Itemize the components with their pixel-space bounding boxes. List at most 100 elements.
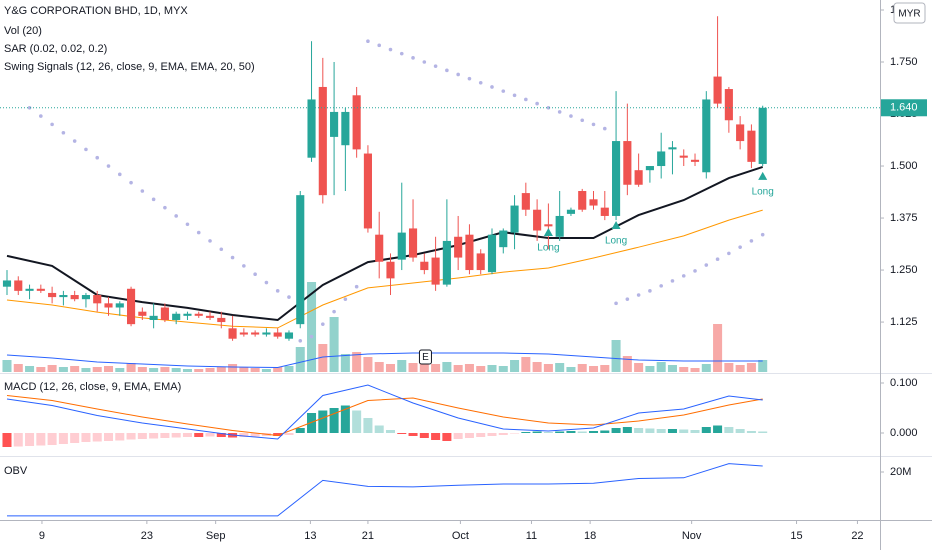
sar-dot (287, 295, 291, 299)
macd-histogram-bar (476, 433, 486, 437)
volume-bar (667, 365, 677, 372)
volume-bar (25, 366, 35, 372)
signal-triangle (758, 171, 768, 180)
plot: Long Long Long (0, 16, 880, 517)
macd-histogram-bar (690, 430, 700, 433)
volume-bar (340, 354, 350, 372)
candle-body (127, 288, 136, 325)
candle-body (555, 215, 564, 237)
macd-histogram-bar (70, 433, 80, 443)
volume-bar (431, 364, 441, 372)
volume-bar (307, 282, 317, 372)
sar-dot (117, 172, 122, 177)
sar-dot (648, 289, 652, 293)
y-tick-label: 1.750 (890, 56, 918, 68)
macd-histogram-bar (36, 433, 46, 446)
sar-dot (50, 122, 54, 127)
macd-histogram-bar (126, 433, 136, 440)
currency-box[interactable] (893, 2, 926, 24)
candle-body (330, 111, 339, 137)
candle-body (138, 311, 147, 316)
x-tick-label: 18 (584, 530, 596, 542)
macd-histogram-bar (329, 408, 339, 433)
candle-body (205, 315, 215, 318)
candle-body (645, 166, 654, 171)
macd-histogram-bar (758, 431, 768, 433)
macd-histogram-bar (318, 410, 328, 433)
macd-histogram-bar (171, 433, 181, 438)
candle-body (668, 147, 677, 150)
sar-dot (332, 309, 336, 314)
sar-dot (106, 164, 111, 168)
macd-histogram-bar (431, 433, 441, 440)
macd-histogram-bar (566, 431, 576, 433)
sar-dot (591, 122, 596, 127)
candle-body (454, 236, 463, 258)
sar-dot (275, 289, 280, 293)
candle-body (544, 224, 553, 227)
volume-bar (273, 367, 283, 372)
sar-dot (309, 334, 314, 339)
candle-body (14, 280, 23, 291)
macd-histogram-bar (588, 431, 599, 433)
macd-histogram-bar (182, 433, 192, 437)
sar-dot (704, 263, 709, 267)
y-tick-label: 0.100 (890, 377, 918, 389)
candle-body (600, 207, 609, 216)
candle-body (736, 124, 745, 142)
volume-bar (566, 367, 576, 372)
volume-ma-line (6, 352, 763, 369)
macd-histogram-bar (622, 427, 632, 433)
candle-body (578, 190, 587, 210)
sar-dot (242, 264, 246, 268)
sar-dot (738, 245, 742, 249)
macd-histogram-bar (408, 433, 418, 436)
sar-dot (163, 205, 167, 210)
candle-body (589, 199, 598, 206)
macd-histogram-bar (679, 429, 689, 433)
macd-histogram-bar (510, 433, 520, 434)
volume-bar (250, 368, 260, 372)
sar-dot (445, 68, 449, 73)
macd-histogram-bar (340, 405, 350, 433)
sar-dot (377, 43, 382, 48)
macd-histogram-bar (374, 425, 384, 433)
candle-body (375, 234, 384, 262)
macd-histogram-bar (352, 410, 362, 433)
macd-histogram-bar (543, 432, 553, 433)
chart-title: Y&G CORPORATION BHD, 1D, MYX (4, 5, 188, 17)
currency[interactable]: MYR (898, 9, 920, 20)
volume-bar (543, 364, 553, 372)
volume-bar (656, 362, 666, 372)
candle-body (510, 205, 519, 233)
volume-bar (588, 366, 599, 372)
candle-body (747, 130, 756, 162)
volume-bar (510, 360, 520, 372)
candle-body (521, 193, 530, 210)
macd-histogram-bar (645, 428, 655, 433)
sar-dot (535, 101, 539, 106)
sar-dot (354, 284, 359, 289)
sar-dot (388, 47, 393, 52)
macd-histogram-bar (724, 427, 734, 433)
sar-dot (602, 126, 607, 131)
macd-histogram-bar (81, 433, 91, 442)
candle-body (476, 253, 485, 271)
candle-body (758, 107, 767, 164)
sar-dot (129, 180, 133, 185)
volume-bar (408, 363, 418, 372)
sar-dot (174, 214, 178, 218)
sar-dot (524, 97, 528, 102)
volume-bar (758, 360, 768, 372)
sar-dot (230, 255, 235, 260)
macd-histogram-bar (453, 433, 463, 439)
macd-histogram-bar (442, 433, 452, 441)
candle-body (363, 153, 372, 229)
sar-dot (456, 72, 460, 77)
macd-histogram-bar (307, 413, 317, 433)
sar-dot (512, 93, 517, 98)
candle-body (408, 228, 418, 258)
volume-bar (149, 368, 159, 372)
volume-bar (645, 366, 655, 372)
